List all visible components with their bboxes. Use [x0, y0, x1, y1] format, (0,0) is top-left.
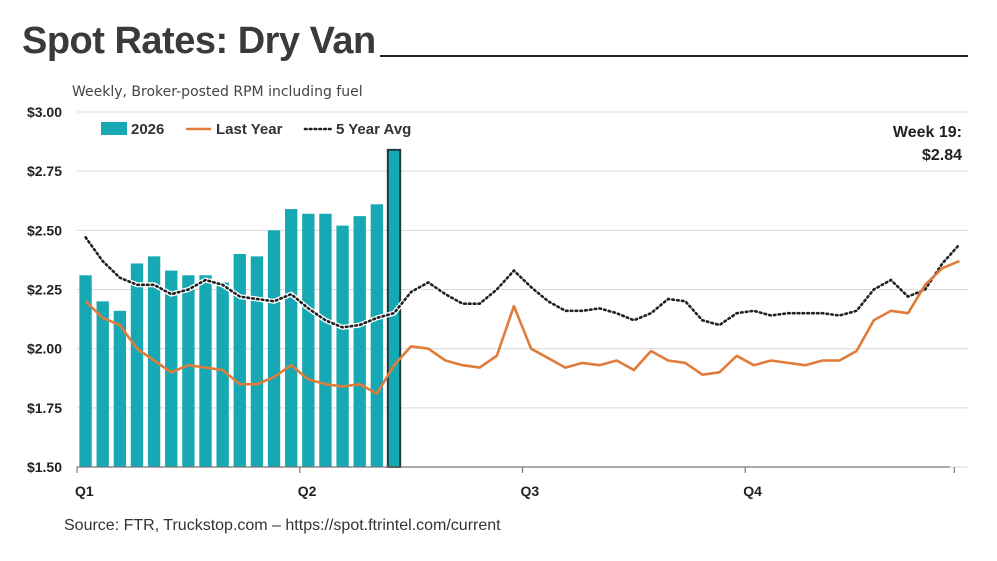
- bar: [336, 225, 349, 467]
- bar: [233, 254, 246, 467]
- bar: [302, 213, 315, 467]
- chart-title: Spot Rates: Dry Van: [22, 20, 376, 62]
- legend-label-5yr-avg: 5 Year Avg: [336, 121, 411, 138]
- bar: [370, 204, 384, 468]
- legend-label-last-year: Last Year: [216, 121, 283, 138]
- bar: [165, 270, 178, 467]
- bar: [353, 216, 366, 467]
- source-note: Source: FTR, Truckstop.com – https://spo…: [64, 517, 501, 534]
- last-year-line: [84, 259, 960, 395]
- x-tick-label: Q3: [521, 483, 540, 499]
- x-tick-label: Q1: [75, 483, 94, 499]
- bar: [130, 263, 144, 467]
- x-tick-label: Q2: [298, 483, 317, 499]
- x-axis: Q1 Q2 Q3 Q4: [75, 466, 955, 499]
- bar: [199, 275, 212, 467]
- bar: [267, 230, 281, 467]
- y-tick-label: $2.00: [27, 341, 62, 357]
- legend: 2026 Last Year 5 Year Avg: [101, 121, 411, 138]
- legend-swatch-2026: [101, 122, 127, 135]
- y-tick-label: $3.00: [27, 104, 62, 120]
- bar: [250, 256, 264, 467]
- chart-subtitle: Weekly, Broker-posted RPM including fuel: [72, 84, 363, 100]
- line-series: [83, 235, 962, 395]
- bar: [285, 209, 298, 468]
- y-tick-label: $1.75: [27, 400, 62, 416]
- bar: [79, 275, 92, 467]
- annotation-value: $2.84: [922, 147, 962, 164]
- y-tick-label: $2.50: [27, 222, 62, 238]
- y-tick-label: $1.50: [27, 459, 62, 475]
- y-tick-label: $2.75: [27, 163, 62, 179]
- annotation-week: Week 19:: [893, 124, 962, 141]
- bars-2026: [79, 148, 402, 468]
- bar: [216, 282, 229, 467]
- bar: [182, 275, 195, 467]
- x-tick-label: Q4: [743, 483, 762, 499]
- legend-label-2026: 2026: [131, 121, 164, 138]
- avg-line: [84, 236, 961, 329]
- bar: [319, 213, 332, 467]
- title-underline: [380, 55, 968, 57]
- y-axis-ticks: $1.50 $1.75 $2.00 $2.25 $2.50 $2.75 $3.00: [27, 104, 62, 475]
- week-annotation: Week 19: $2.84: [893, 124, 962, 164]
- bar: [96, 301, 109, 467]
- y-tick-label: $2.25: [27, 282, 62, 298]
- bar: [113, 310, 127, 467]
